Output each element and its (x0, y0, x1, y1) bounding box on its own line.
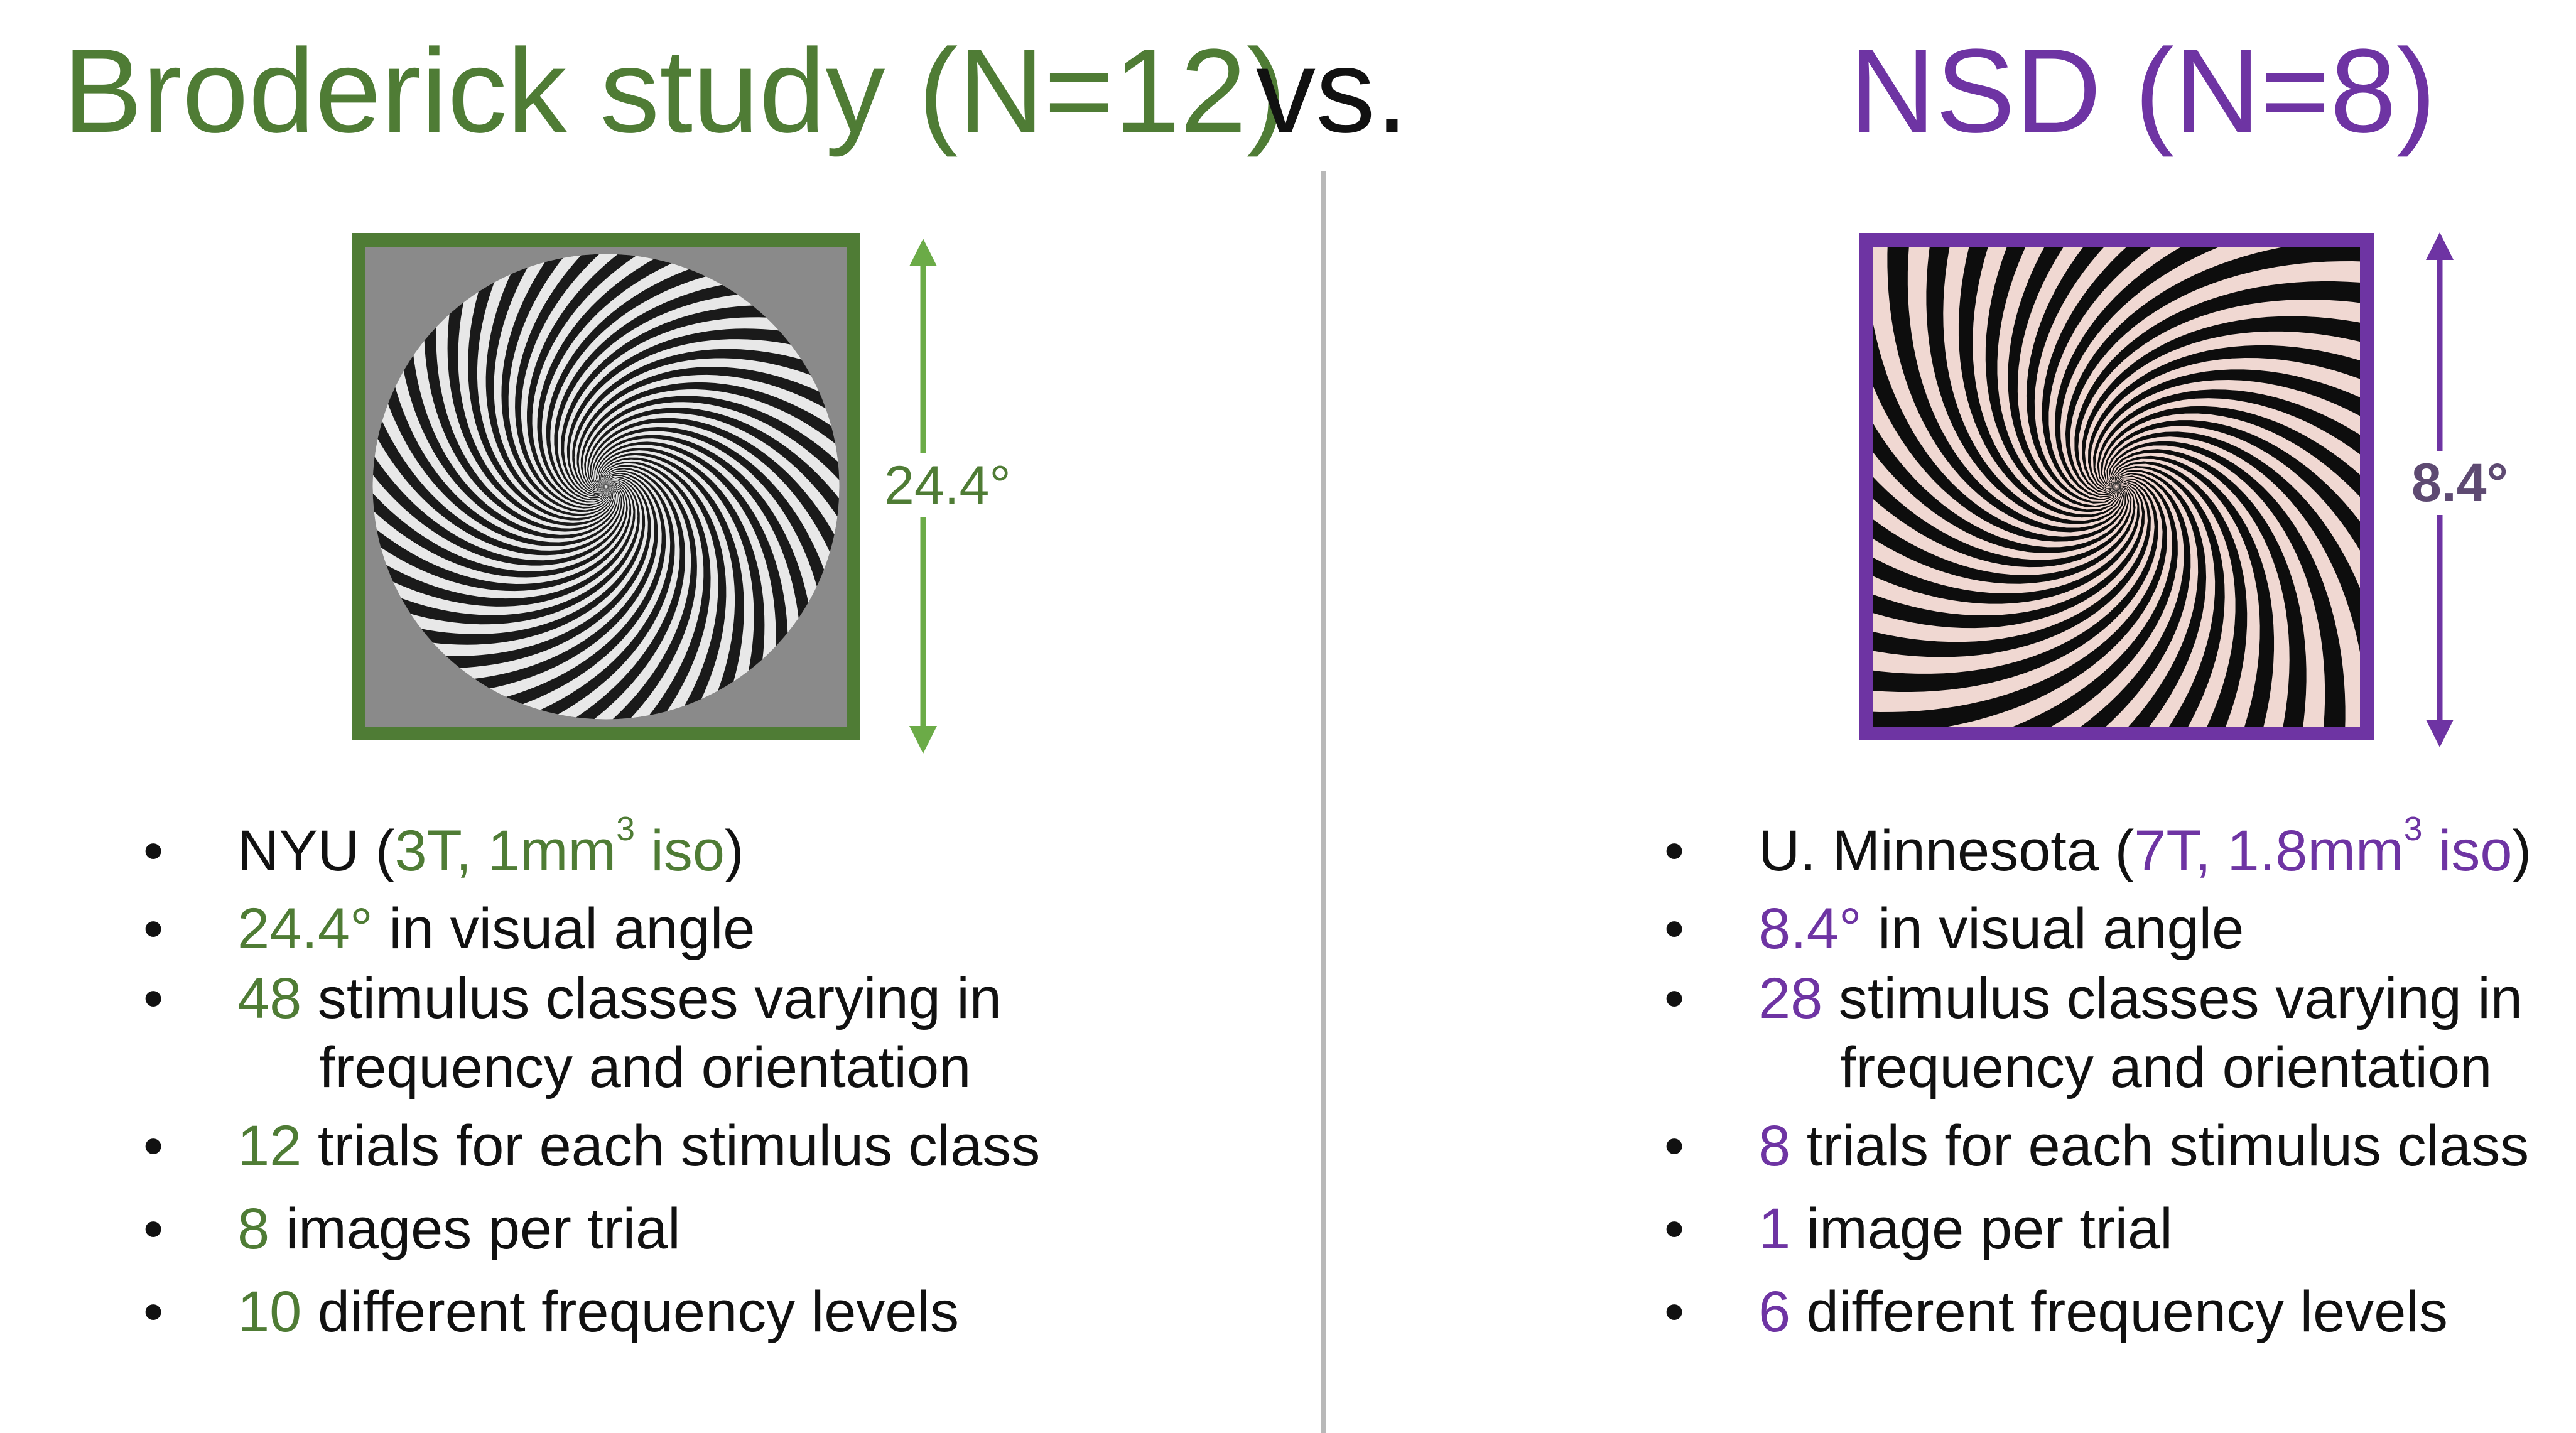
list-item: • 8 images per trial (143, 1194, 1261, 1263)
spiral-arm (2109, 449, 2307, 727)
bullet-icon: • (1664, 819, 1685, 883)
spiral-arm (572, 349, 821, 494)
bullet-icon: • (143, 897, 164, 961)
nsd-title: NSD (N=8) (1849, 24, 2437, 158)
bullet-icon: • (143, 819, 164, 883)
spiral-arm (2026, 247, 2118, 504)
spiral-arm (590, 418, 840, 563)
broderick-visual-angle: 24.4° (884, 453, 1011, 517)
spiral-arm (372, 411, 622, 556)
spiral-arm (1873, 480, 2151, 657)
spiral-arm (1985, 247, 2120, 512)
list-item: • 8.4° in visual angle (1664, 894, 2568, 963)
broderick-bullet-list: • NYU (3T, 1mm3 iso) • 24.4° in visual ang… (143, 813, 1261, 1347)
spiral-arm (561, 305, 777, 497)
spiral-grating-icon (365, 247, 847, 727)
spiral-arm (391, 479, 640, 625)
bullet-icon: • (1664, 966, 1685, 1030)
list-item: • 24.4° in visual angle (143, 894, 1261, 963)
bullet-icon: • (1664, 1113, 1685, 1178)
spiral-arm (2087, 345, 2360, 491)
spiral-arm (1873, 476, 2132, 568)
center-divider (1321, 171, 1326, 1433)
bullet-icon: • (1664, 897, 1685, 961)
vs-label: vs. (1256, 24, 1409, 158)
list-item: • 1 image per trial (1664, 1194, 2568, 1263)
spiral-arm (598, 453, 744, 701)
bullet-icon: • (143, 1280, 164, 1344)
spiral-arm (530, 470, 675, 720)
spiral-arm (435, 476, 651, 668)
spiral-arm (1873, 485, 2136, 584)
spiral-arm (2113, 461, 2248, 727)
spiral-grating-icon (1873, 247, 2360, 727)
list-item: • 6 different frequency levels (1664, 1277, 2568, 1346)
list-item: • 28 stimulus classes varying in frequenc… (1664, 964, 2568, 1103)
nsd-visual-angle: 8.4° (2411, 451, 2508, 515)
bullet-icon: • (1664, 1196, 1685, 1261)
list-item: • 12 trials for each stimulus class (143, 1111, 1261, 1181)
spiral-arm (595, 441, 788, 657)
bullet-icon: • (143, 1113, 164, 1178)
nsd-bullet-list: • U. Minnesota (7T, 1.8mm3 iso) • 8.4° in … (1664, 813, 2568, 1347)
spiral-arm (2042, 247, 2152, 501)
spiral-arm (424, 316, 617, 532)
broderick-title: Broderick study (N=12) (63, 24, 1287, 158)
spiral-arm (2074, 281, 2360, 494)
list-item: • U. Minnesota (7T, 1.8mm3 iso) (1664, 813, 2568, 885)
spiral-arm (1926, 247, 2123, 524)
list-item: • 8 trials for each stimulus class (1664, 1111, 2568, 1181)
spiral-arm (2081, 472, 2191, 727)
spiral-arm (1873, 478, 2168, 727)
spiral-arm (537, 254, 682, 503)
broderick-stimulus-image (352, 233, 860, 740)
bullet-icon: • (143, 966, 164, 1030)
spiral-arm (2065, 247, 2360, 495)
spiral-arm (2101, 406, 2360, 497)
nsd-stimulus-image (1859, 233, 2374, 740)
spiral-arm (1958, 247, 2122, 518)
spiral-arm (2097, 389, 2360, 488)
spiral-arm (1873, 479, 2158, 693)
bullet-icon: • (1664, 1280, 1685, 1344)
list-item: • 48 stimulus classes varying in frequenc… (143, 964, 1261, 1103)
list-item: • NYU (3T, 1mm3 iso) (143, 813, 1261, 885)
spiral-arm (2082, 316, 2360, 493)
spiral-arm (1873, 482, 2145, 629)
spiral-arm (468, 272, 614, 521)
bullet-icon: • (143, 1196, 164, 1261)
list-item: • 10 different frequency levels (143, 1277, 1261, 1346)
spiral-arm (2115, 470, 2207, 727)
spiral-arm (2111, 455, 2275, 727)
